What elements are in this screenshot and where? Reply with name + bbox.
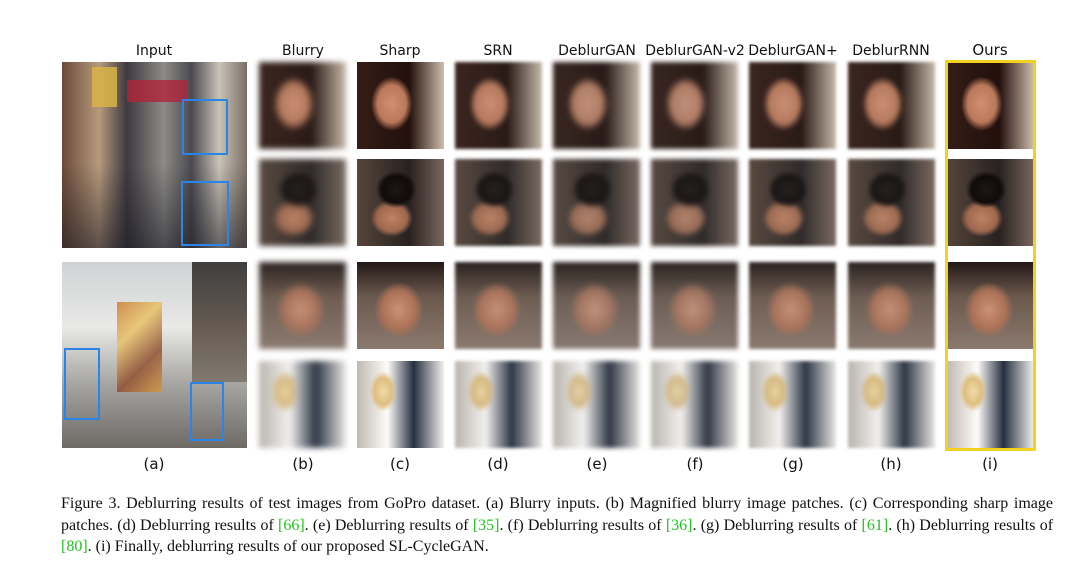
input-image-alley <box>62 262 247 448</box>
caption-text-5: . (h) Deblurring results of <box>888 516 1054 534</box>
input-image-street-crowd <box>62 62 247 248</box>
citation-80[interactable]: [80] <box>61 538 88 555</box>
patch-deblurrnn-row-4 <box>848 361 935 448</box>
patch-srn-row-1 <box>455 62 542 149</box>
header-input: Input <box>135 43 173 59</box>
patch-deblurgan-plus-row-1 <box>749 62 836 149</box>
label-g: (g) <box>782 455 804 473</box>
header-ours: Ours <box>972 41 1008 59</box>
header-blurry: Blurry <box>282 43 324 59</box>
citation-61[interactable]: [61] <box>861 516 889 534</box>
patch-deblurgan-plus-row-2 <box>749 159 836 246</box>
ours-highlight-frame <box>945 60 1036 451</box>
header-deblurgan-plus: DeblurGAN+ <box>748 43 838 59</box>
header-srn: SRN <box>483 43 513 59</box>
citation-66[interactable]: [66] <box>278 516 305 534</box>
label-e: (e) <box>586 455 608 473</box>
patch-deblurgan-row-4 <box>553 361 640 448</box>
citation-35[interactable]: [35] <box>472 516 500 534</box>
label-i: (i) <box>982 455 998 473</box>
caption-text-1: Figure 3. Deblurring results of test ima… <box>61 495 1053 534</box>
patch-srn-row-3 <box>455 262 542 349</box>
patch-deblurrnn-row-2 <box>848 159 935 246</box>
patch-sharp-row-3 <box>357 262 444 349</box>
patch-deblurgan-row-2 <box>553 159 640 246</box>
patch-deblurgan-row-3 <box>553 262 640 349</box>
caption-text-3: . (f) Deblurring results of <box>499 516 666 534</box>
header-sharp: Sharp <box>379 43 421 59</box>
patch-deblurgan-row-1 <box>553 62 640 149</box>
citation-36[interactable]: [36] <box>665 516 693 534</box>
patch-ours-row-2 <box>947 159 1034 246</box>
patch-deblurgan-v2-row-2 <box>651 159 738 246</box>
patch-sharp-row-1 <box>357 62 444 149</box>
patch-deblurgan-plus-row-3 <box>749 262 836 349</box>
bbox-man-head <box>181 181 229 246</box>
header-deblurgan: DeblurGAN <box>558 43 636 59</box>
bbox-woman <box>64 348 100 420</box>
header-deblurrnn: DeblurRNN <box>852 43 930 59</box>
label-b: (b) <box>292 455 314 473</box>
bbox-man-face <box>190 382 224 441</box>
patch-deblurgan-v2-row-3 <box>651 262 738 349</box>
caption-text-6: . (i) Finally, deblurring results of our… <box>87 538 489 555</box>
patch-deblurrnn-row-3 <box>848 262 935 349</box>
caption-text-4: . (g) Deblurring results of <box>692 516 862 534</box>
patch-deblurrnn-row-1 <box>848 62 935 149</box>
patch-ours-row-3 <box>947 262 1034 349</box>
label-f: (f) <box>686 455 704 473</box>
patch-deblurgan-plus-row-4 <box>749 361 836 448</box>
patch-srn-row-4 <box>455 361 542 448</box>
patch-blurry-row-2 <box>259 159 346 246</box>
patch-blurry-row-3 <box>259 262 346 349</box>
patch-deblurgan-v2-row-1 <box>651 62 738 149</box>
bbox-girl-face <box>182 99 228 155</box>
label-d: (d) <box>487 455 509 473</box>
patch-ours-row-4 <box>947 361 1034 448</box>
header-deblurgan-v2: DeblurGAN-v2 <box>645 43 745 59</box>
label-a: (a) <box>143 455 165 473</box>
label-c: (c) <box>390 455 410 473</box>
label-h: (h) <box>880 455 902 473</box>
patch-deblurgan-v2-row-4 <box>651 361 738 448</box>
patch-sharp-row-4 <box>357 361 444 448</box>
patch-ours-row-1 <box>947 62 1034 149</box>
patch-srn-row-2 <box>455 159 542 246</box>
caption-text-2: . (e) Deblurring results of <box>304 516 473 534</box>
figure-caption: Figure 3. Deblurring results of test ima… <box>61 493 1053 558</box>
patch-blurry-row-4 <box>259 361 346 448</box>
patch-blurry-row-1 <box>259 62 346 149</box>
patch-sharp-row-2 <box>357 159 444 246</box>
